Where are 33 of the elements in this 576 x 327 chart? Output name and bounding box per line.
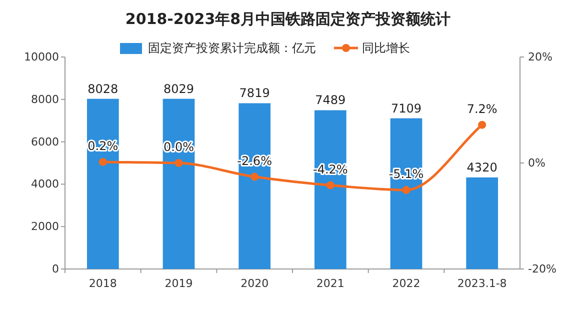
data-label: 0.2% (88, 138, 118, 153)
data-label: 8028 (88, 82, 118, 96)
data-label: 7489 (315, 93, 346, 108)
y-tick-label: 2000 (31, 220, 59, 234)
data-label: 4320 (466, 160, 498, 174)
y-tick-label: 8000 (31, 92, 59, 106)
legend-label: 同比增长 (362, 41, 410, 55)
y-tick-label: 6000 (31, 135, 59, 148)
point (402, 186, 410, 194)
data-label: 7109 (390, 101, 422, 116)
y2-tick-label: 0% (528, 156, 546, 170)
point (478, 120, 486, 129)
x-tick-label: 2019 (164, 277, 193, 290)
point (250, 172, 259, 181)
x-tick-label: 2021 (316, 277, 344, 290)
y2-tick-label: 20% (528, 50, 552, 64)
x-tick-label: 2022 (392, 277, 420, 290)
x-tick-label: 2023.1-8 (457, 277, 507, 290)
y-tick-label: 4000 (31, 178, 59, 191)
data-label: 7.2% (466, 102, 498, 116)
point (326, 181, 334, 190)
data-label: 7819 (239, 86, 270, 100)
y-tick-label: 10000 (24, 50, 59, 64)
point (98, 158, 107, 166)
chart-title: 2018-2023年8月中国铁路固定资产投资额统计 (125, 10, 451, 28)
point (174, 159, 183, 167)
legend-label: 固定资产投资累计完成额：亿元 (148, 41, 316, 55)
x-tick-label: 2020 (240, 277, 269, 290)
data-label: 0.0% (164, 140, 194, 154)
y-tick-label: 0 (52, 262, 59, 276)
y2-tick-label: -20% (528, 262, 556, 276)
x-tick-label: 2018 (88, 277, 117, 290)
data-label: 8029 (163, 82, 194, 96)
